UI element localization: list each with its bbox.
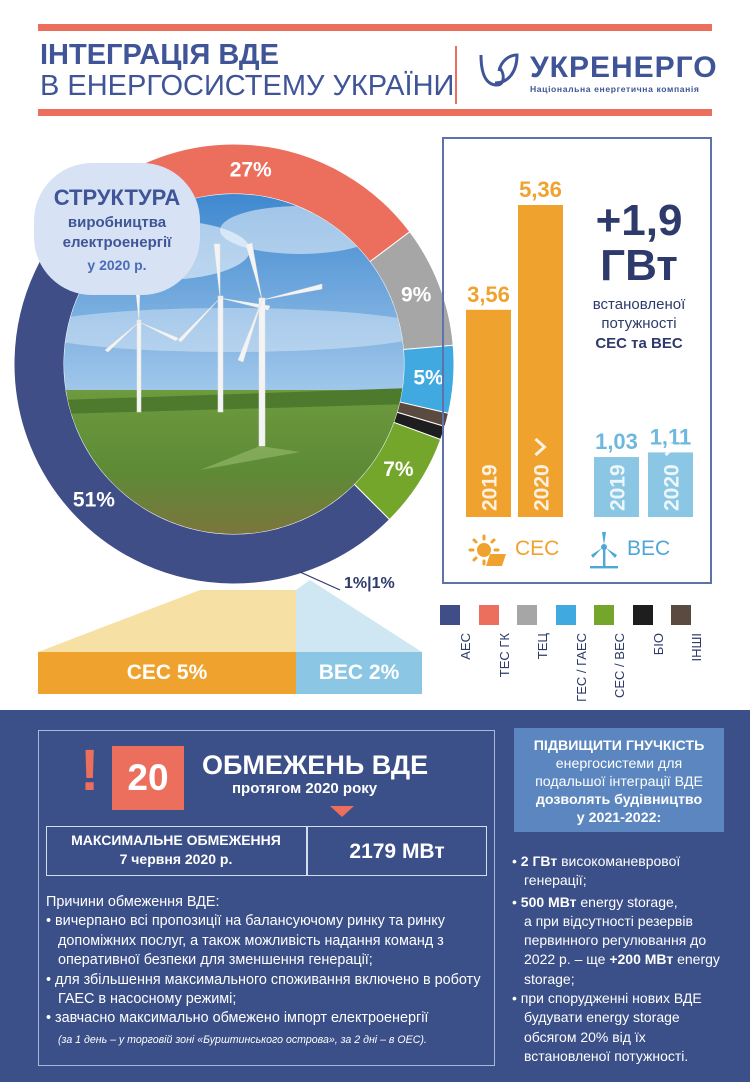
bar-year-label: 2019 [607, 464, 630, 511]
max-limit-date: 7 червня 2020 р. [119, 851, 233, 867]
bubble-line-3: електроенергії [62, 234, 172, 251]
flexibility-header: ПІДВИЩИТИ ГНУЧКІСТЬ енергосистеми для по… [514, 728, 724, 832]
flex-item-2-end: energy storage; [524, 951, 720, 987]
reason-item: • завчасно максимально обмежено імпорт е… [46, 1010, 429, 1027]
chevron-up-icon [664, 437, 677, 457]
chevron-up-icon [534, 437, 547, 457]
flex-head-3: подальшої інтеграції ВДЕ [535, 774, 703, 790]
bubble-year: у 2020 р. [87, 257, 147, 273]
wind-turbine-icon [590, 532, 618, 569]
bar-СЕС-2020 [518, 205, 563, 517]
legend-swatch [632, 605, 653, 625]
capacity-growth-value: +1,9 [595, 196, 683, 245]
bubble-line-2: виробництва [67, 214, 167, 231]
flex-item-2-amount: 500 МВт [520, 893, 577, 910]
bio-other-percent-label: 1%|1% [344, 575, 395, 592]
capacity-desc-3: СЕС та ВЕС [595, 334, 683, 352]
flex-item-1-amount: 2 ГВт [520, 853, 558, 869]
logo-name: УКРЕНЕРГО [530, 51, 718, 84]
flex-item-2-cont-text: а при відсутності резервів первинного ре… [524, 912, 707, 968]
max-limit-box [46, 826, 487, 876]
header-bottom-bar [38, 109, 712, 116]
page-title: ІНТЕГРАЦІЯ ВДЕ В ЕНЕРГОСИСТЕМУ УКРАЇНИ [40, 40, 454, 101]
structure-bubble: СТРУКТУРА виробництва електроенергії у 2… [34, 163, 200, 295]
capacity-desc-1: встановленої [592, 295, 686, 313]
bar-year-label: 2020 [531, 464, 554, 511]
limits-count-badge: 20 [112, 746, 184, 810]
ukrenergo-logo-icon [479, 53, 519, 87]
bubble-line-1: СТРУКТУРА [53, 185, 181, 210]
breakdown-wedge-ces [38, 590, 296, 652]
flex-item-3: • при спорудженні нових ВДЕ будувати ene… [512, 990, 702, 1064]
ces-legend-label: СЕС [515, 537, 560, 560]
flexibility-list: • 2 ГВт високоманеврової генерації; • 50… [512, 852, 732, 1066]
limits-title: ОБМЕЖЕНЬ ВДЕ [202, 750, 429, 780]
flex-head-1: ПІДВИЩИТИ ГНУЧКІСТЬ [533, 738, 705, 754]
legend-swatch [440, 605, 460, 625]
bar-year-label: 2019 [479, 464, 502, 511]
ces-share-box: СЕС 5% [38, 652, 296, 694]
reason-note: (за 1 день – у торговій зоні «Бурштинськ… [58, 1033, 427, 1046]
flex-head-4: дозволять будівництво [535, 792, 703, 808]
bar-year-label: 2020 [661, 464, 684, 511]
top-accent-bar [38, 24, 712, 31]
flex-item-2: • 500 МВт energy storage, [512, 893, 678, 910]
bar-СЕС-2019 [466, 309, 511, 517]
flex-item-2-text: energy storage, [580, 893, 678, 910]
donut-percent-label: 5% [413, 367, 444, 390]
title-line-2: В ЕНЕРГОСИСТЕМУ УКРАЇНИ [40, 69, 455, 102]
donut-percent-label: 51% [73, 489, 115, 512]
flex-head-5: у 2021-2022: [576, 810, 662, 826]
ves-share-box: ВЕС 2% [296, 652, 422, 694]
sun-icon [468, 534, 506, 566]
logo-subtitle: Національна енергетична компанія [530, 84, 700, 94]
ves-legend-label: ВЕС [627, 537, 671, 560]
legend-swatch [671, 605, 691, 625]
max-limit-label: МАКСИМАЛЬНЕ ОБМЕЖЕННЯ [71, 832, 281, 848]
limits-panel [38, 730, 495, 1066]
max-limit-divider [306, 826, 308, 876]
donut-percent-label: 27% [230, 159, 272, 182]
bar-value-label: 3,56 [467, 282, 510, 307]
bar-value-label: 5,36 [519, 177, 562, 202]
flex-item-2-amount-2: +200 МВт [609, 951, 674, 968]
flex-item-1-text: високоманеврової генерації; [524, 853, 681, 889]
donut-percent-label: 9% [401, 283, 432, 306]
breakdown-wedge-ves [296, 580, 422, 652]
legend-swatch [478, 605, 499, 625]
legend-swatch [517, 605, 537, 625]
max-limit-value: 2179 МВт [349, 840, 445, 863]
capacity-desc-2: потужності [601, 315, 677, 333]
bar-value-label: 1,03 [595, 429, 638, 454]
flex-head-2: енергосистеми для [555, 756, 683, 772]
capacity-bar-chart: 3,56 2019 5,36 2020 1,03 2019 1,11 2020 [466, 177, 693, 517]
title-line-1: ІНТЕГРАЦІЯ ВДЕ [40, 39, 279, 71]
reason-item: • для збільшення максимального споживанн… [46, 971, 481, 1008]
reasons-title: Причини обмеження ВДЕ: [46, 894, 220, 910]
reason-item: • вичерпано всі пропозиції на балансуючо… [46, 913, 445, 969]
pointer-triangle [330, 806, 354, 817]
flex-item-1: • 2 ГВт високоманеврової генерації; [512, 853, 681, 889]
bar-value-label: 1,11 [650, 424, 692, 449]
bar-ВЕС-2020 [648, 452, 693, 517]
capacity-bar-chart-frame [442, 137, 712, 584]
flex-item-2-cont: а при відсутності резервів первинного ре… [512, 912, 732, 989]
bar-ВЕС-2019 [594, 457, 639, 517]
capacity-growth-callout: +1,9 ГВт встановленої потужності СЕС та … [580, 196, 698, 353]
limit-reasons: Причини обмеження ВДЕ: • вичерпано всі п… [46, 893, 490, 1050]
donut-percent-label: 7% [383, 458, 414, 481]
limits-subtitle: протягом 2020 року [232, 780, 378, 797]
exclamation-icon: ! [80, 738, 100, 803]
header-divider [455, 46, 457, 104]
legend-swatch [555, 605, 576, 625]
legend-swatch [594, 605, 614, 625]
capacity-growth-unit: ГВт [600, 240, 678, 290]
small-slice-leader-line [299, 571, 341, 591]
